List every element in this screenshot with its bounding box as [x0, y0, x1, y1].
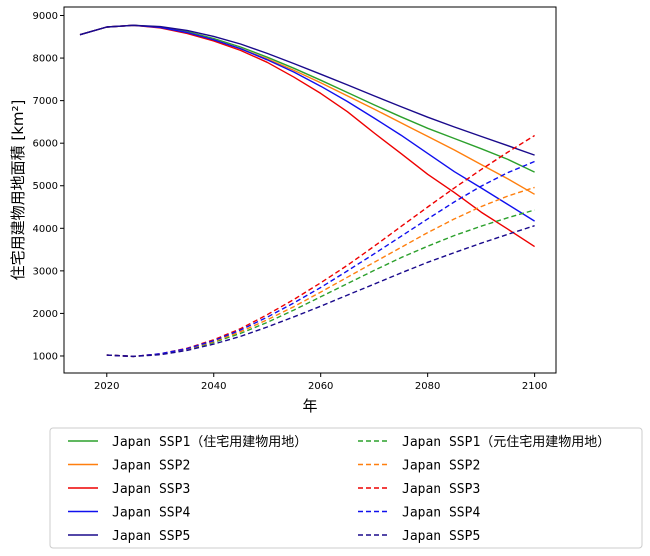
x-tick-label: 2020 — [94, 381, 119, 392]
y-tick-label: 3000 — [33, 266, 58, 277]
legend-label-9: Japan SSP4 — [402, 506, 480, 521]
legend-label-10: Japan SSP5 — [402, 529, 480, 544]
series-line-5 — [79, 24, 535, 156]
plot-frame — [63, 6, 557, 374]
y-tick-label: 2000 — [33, 309, 58, 320]
y-axis-title: 住宅用建物用地面積 [km²] — [9, 100, 27, 281]
legend-frame — [49, 427, 643, 549]
series-line-9 — [106, 160, 535, 358]
y-tick-label: 7000 — [33, 96, 58, 107]
legend-label-1: Japan SSP1（住宅用建物用地） — [112, 435, 307, 450]
y-axis-ticks: 1000 2000 3000 4000 5000 6000 7000 8000 9000 — [33, 11, 64, 362]
x-axis-title: 年 — [302, 397, 317, 415]
legend-label-7: Japan SSP2 — [402, 459, 480, 474]
series-line-2 — [79, 24, 535, 195]
x-tick-label: 2100 — [522, 381, 547, 392]
series-line-6 — [106, 209, 535, 358]
x-tick-label: 2060 — [308, 381, 333, 392]
series-line-7 — [106, 186, 535, 358]
y-tick-label: 1000 — [33, 351, 58, 362]
y-tick-label: 6000 — [33, 139, 58, 150]
x-tick-label: 2080 — [415, 381, 440, 392]
series-line-8 — [106, 134, 535, 358]
legend-label-2: Japan SSP2 — [112, 459, 190, 474]
y-tick-label: 4000 — [33, 224, 58, 235]
legend-label-6: Japan SSP1（元住宅用建物用地） — [402, 435, 610, 450]
plot-series — [79, 24, 535, 358]
legend-label-5: Japan SSP5 — [112, 529, 190, 544]
legend-label-8: Japan SSP3 — [402, 482, 480, 497]
series-line-4 — [79, 24, 535, 222]
y-tick-label: 5000 — [33, 181, 58, 192]
legend: Japan SSP1（住宅用建物用地） Japan SSP2 Japan SSP3 J… — [68, 435, 610, 544]
y-tick-label: 8000 — [33, 54, 58, 65]
series-line-1 — [79, 24, 535, 173]
series-line-10 — [106, 225, 535, 358]
x-axis-ticks: 2020 2040 2060 2080 2100 — [94, 373, 547, 392]
legend-label-3: Japan SSP3 — [112, 482, 190, 497]
y-tick-label: 9000 — [33, 11, 58, 22]
legend-label-4: Japan SSP4 — [112, 506, 190, 521]
x-tick-label: 2040 — [201, 381, 226, 392]
